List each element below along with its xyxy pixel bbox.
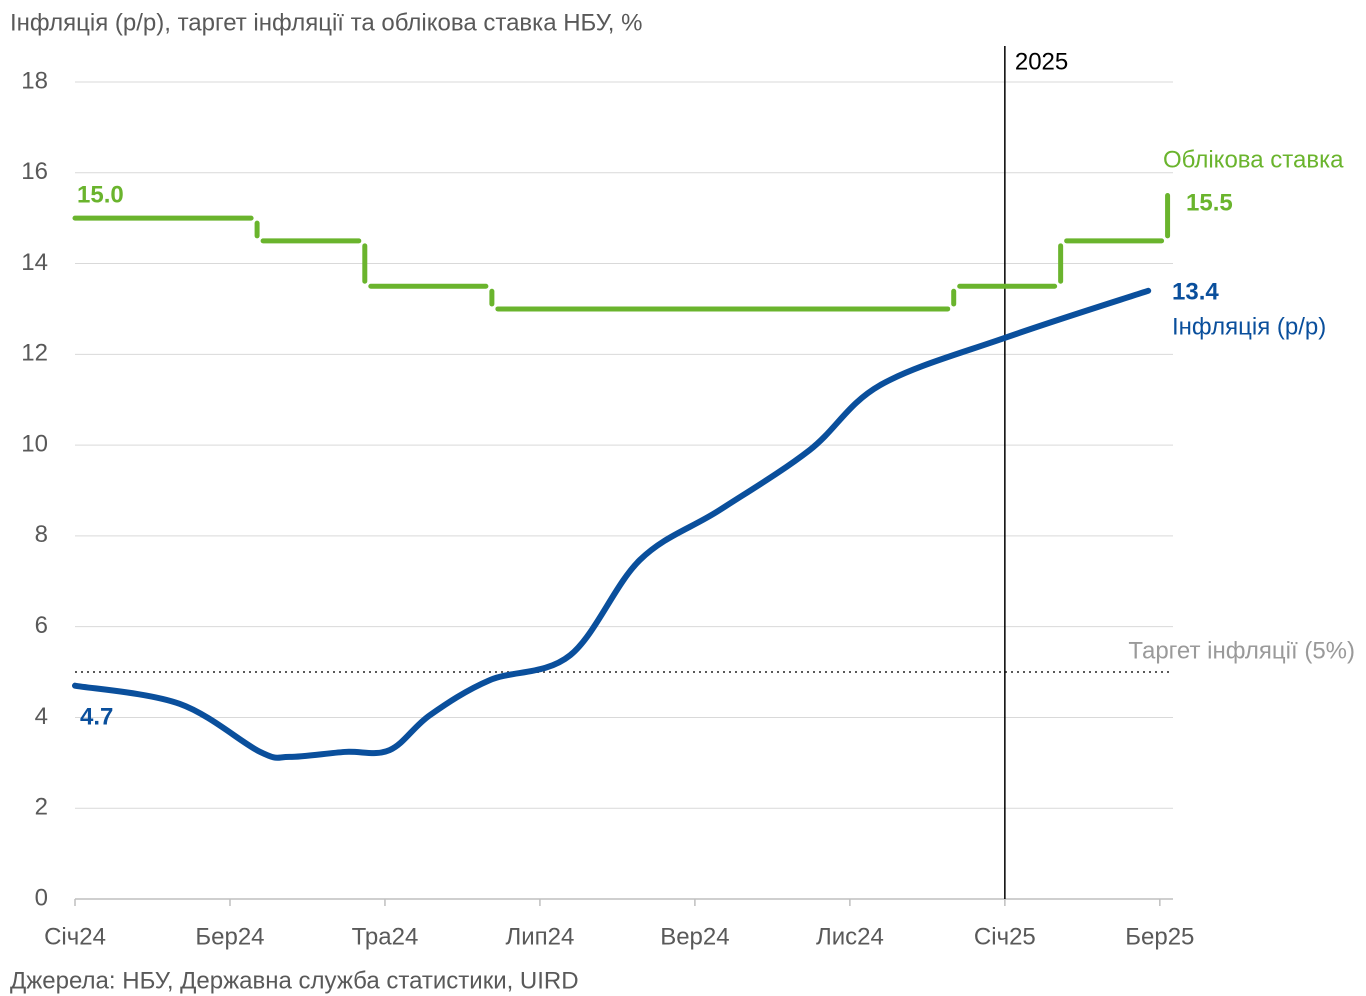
value-label: 15.5 (1186, 189, 1233, 216)
x-tick-label: Бер25 (1125, 923, 1194, 950)
y-tick-label: 12 (21, 340, 48, 367)
series-label: Облікова ставка (1163, 146, 1344, 173)
source: Джерела: НБУ, Державна служба статистики… (10, 967, 579, 994)
value-label: 15.0 (77, 181, 124, 208)
y-tick-label: 16 (21, 158, 48, 185)
y-tick-label: 0 (35, 884, 48, 911)
value-label: 4.7 (80, 703, 113, 730)
x-tick-label: Січ24 (44, 923, 106, 950)
y-tick-label: 6 (35, 612, 48, 639)
target-label: Таргет інфляції (5%) (1128, 637, 1355, 664)
x-tick-label: Січ25 (974, 923, 1036, 950)
y-tick-label: 14 (21, 249, 48, 276)
value-label: 13.4 (1172, 278, 1219, 305)
y-tick-label: 4 (35, 703, 48, 730)
series-label: Інфляція (р/р) (1172, 313, 1326, 340)
y-tick-label: 8 (35, 521, 48, 548)
year-label: 2025 (1015, 48, 1068, 75)
inflation-line (72, 287, 1152, 761)
x-tick-label: Лис24 (816, 923, 884, 950)
y-tick-label: 18 (21, 67, 48, 94)
y-tick-label: 2 (35, 794, 48, 821)
x-tick-label: Бер24 (195, 923, 264, 950)
x-tick-label: Тра24 (352, 923, 419, 950)
x-tick-label: Вер24 (660, 923, 729, 950)
y-tick-label: 10 (21, 430, 48, 457)
chart-title: Інфляція (р/р), таргет інфляції та облік… (10, 9, 642, 36)
x-tick-label: Лип24 (505, 923, 574, 950)
